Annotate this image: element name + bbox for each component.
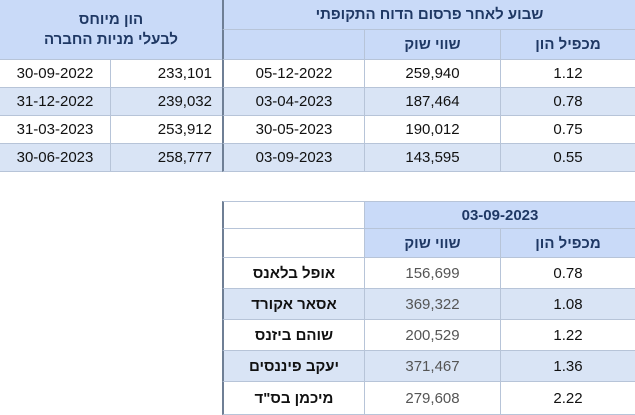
market-value: 190,012: [364, 116, 500, 144]
col-multiplier: מכפיל הון: [500, 30, 635, 60]
equity-date: 31-12-2022: [0, 88, 110, 116]
multiplier: 2.22: [500, 382, 635, 415]
company-name: שוהם ביזנס: [222, 320, 364, 351]
company-header-blank: [222, 201, 364, 229]
col-market-value: שווי שוק: [364, 30, 500, 60]
equity-date: 30-06-2023: [0, 144, 110, 172]
market-value: 369,322: [364, 289, 500, 320]
multiplier: 1.12: [500, 60, 635, 88]
company-name: מיכמן בס"ד: [222, 382, 364, 415]
company-name: אסאר אקורד: [222, 289, 364, 320]
equity-header-line1: הון מיוחס: [78, 10, 144, 28]
week-date: 30-05-2023: [222, 116, 364, 144]
multiplier: 1.36: [500, 351, 635, 382]
market-value: 279,608: [364, 382, 500, 415]
market-value: 200,529: [364, 320, 500, 351]
company-header-blank-2: [222, 229, 364, 258]
col-market-value: שווי שוק: [364, 229, 500, 258]
equity-date: 30-09-2022: [0, 60, 110, 88]
equity-value: 258,777: [110, 144, 222, 172]
multiplier: 0.78: [500, 88, 635, 116]
equity-date: 31-03-2023: [0, 116, 110, 144]
week-date: 03-04-2023: [222, 88, 364, 116]
col-multiplier: מכפיל הון: [500, 229, 635, 258]
market-value: 371,467: [364, 351, 500, 382]
market-value: 187,464: [364, 88, 500, 116]
date-header: 03-09-2023: [364, 201, 635, 229]
week-header-blank: [222, 30, 364, 60]
equity-value: 253,912: [110, 116, 222, 144]
multiplier: 1.22: [500, 320, 635, 351]
equity-header-line2: לבעלי מניות החברה: [43, 30, 179, 48]
multiplier: 0.55: [500, 144, 635, 172]
multiplier: 0.78: [500, 258, 635, 289]
market-value: 143,595: [364, 144, 500, 172]
week-date: 05-12-2022: [222, 60, 364, 88]
equity-value: 233,101: [110, 60, 222, 88]
equity-value: 239,032: [110, 88, 222, 116]
week-header: שבוע לאחר פרסום הדוח התקופתי: [222, 0, 635, 30]
market-value: 259,940: [364, 60, 500, 88]
multiplier: 1.08: [500, 289, 635, 320]
company-name: אופל בלאנס: [222, 258, 364, 289]
market-value: 156,699: [364, 258, 500, 289]
week-date: 03-09-2023: [222, 144, 364, 172]
equity-header: הון מיוחס לבעלי מניות החברה: [0, 0, 222, 60]
multiplier: 0.75: [500, 116, 635, 144]
company-name: יעקב פיננסים: [222, 351, 364, 382]
